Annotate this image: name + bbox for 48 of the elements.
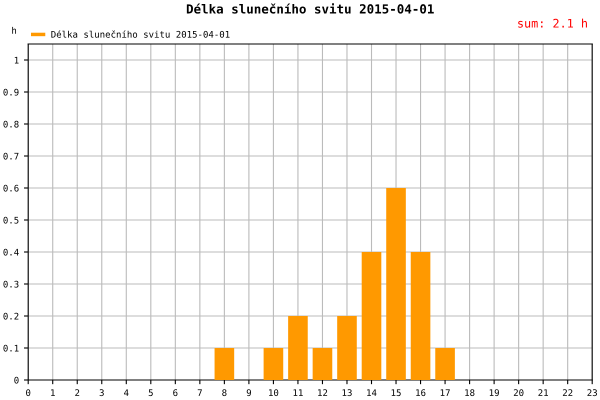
y-tick-label: 0.9 — [3, 88, 19, 96]
bar — [410, 252, 430, 380]
bar — [288, 316, 308, 380]
y-tick-label: 0.1 — [3, 344, 19, 352]
x-tick-label: 2 — [75, 389, 80, 396]
bar — [214, 348, 234, 380]
x-tick-label: 21 — [538, 389, 548, 396]
y-tick-label: 0.4 — [3, 248, 19, 256]
x-tick-label: 20 — [514, 389, 524, 396]
x-tick-label: 3 — [100, 389, 104, 396]
y-tick-label: 0.5 — [3, 216, 18, 224]
bar — [337, 316, 357, 380]
x-tick-label: 11 — [294, 389, 303, 396]
x-tick-label: 15 — [392, 389, 401, 396]
bar — [312, 348, 332, 380]
x-tick-label: 16 — [416, 389, 426, 396]
x-tick-label: 19 — [490, 389, 499, 396]
x-tick-label: 7 — [198, 389, 202, 396]
y-tick-label: 0.6 — [3, 184, 19, 192]
y-tick-label: 0.8 — [3, 120, 19, 128]
bar — [435, 348, 455, 380]
y-tick-label: 0.2 — [3, 312, 18, 320]
y-tick-label: 0.3 — [3, 280, 18, 288]
x-tick-label: 18 — [465, 389, 474, 396]
x-tick-label: 12 — [318, 389, 328, 396]
x-tick-label: 4 — [124, 389, 129, 396]
bar — [264, 348, 284, 380]
y-tick-label: 1 — [14, 56, 19, 64]
y-tick-label: 0 — [14, 376, 19, 384]
x-tick-label: 6 — [173, 389, 178, 396]
bar — [386, 188, 406, 380]
x-tick-label: 14 — [367, 389, 377, 396]
x-tick-label: 10 — [269, 389, 278, 396]
x-tick-label: 23 — [587, 389, 597, 396]
x-tick-label: 8 — [222, 389, 227, 396]
x-tick-label: 13 — [342, 389, 352, 396]
x-tick-label: 22 — [562, 389, 572, 396]
x-tick-label: 9 — [246, 389, 251, 396]
chart-title: Délka slunečního svitu 2015-04-01 — [186, 3, 434, 14]
y-tick-label: 0.7 — [3, 152, 18, 160]
x-tick-label: 5 — [148, 389, 153, 396]
text: sum: 2.1 h — [518, 18, 587, 28]
x-tick-label: 1 — [51, 389, 55, 396]
bar — [362, 252, 382, 380]
legend-label: Délka slunečního svitu 2015-04-01 — [51, 30, 230, 38]
x-tick-label: 0 — [26, 389, 30, 396]
x-tick-label: 17 — [440, 389, 450, 396]
y-axis-title: h — [12, 26, 16, 34]
